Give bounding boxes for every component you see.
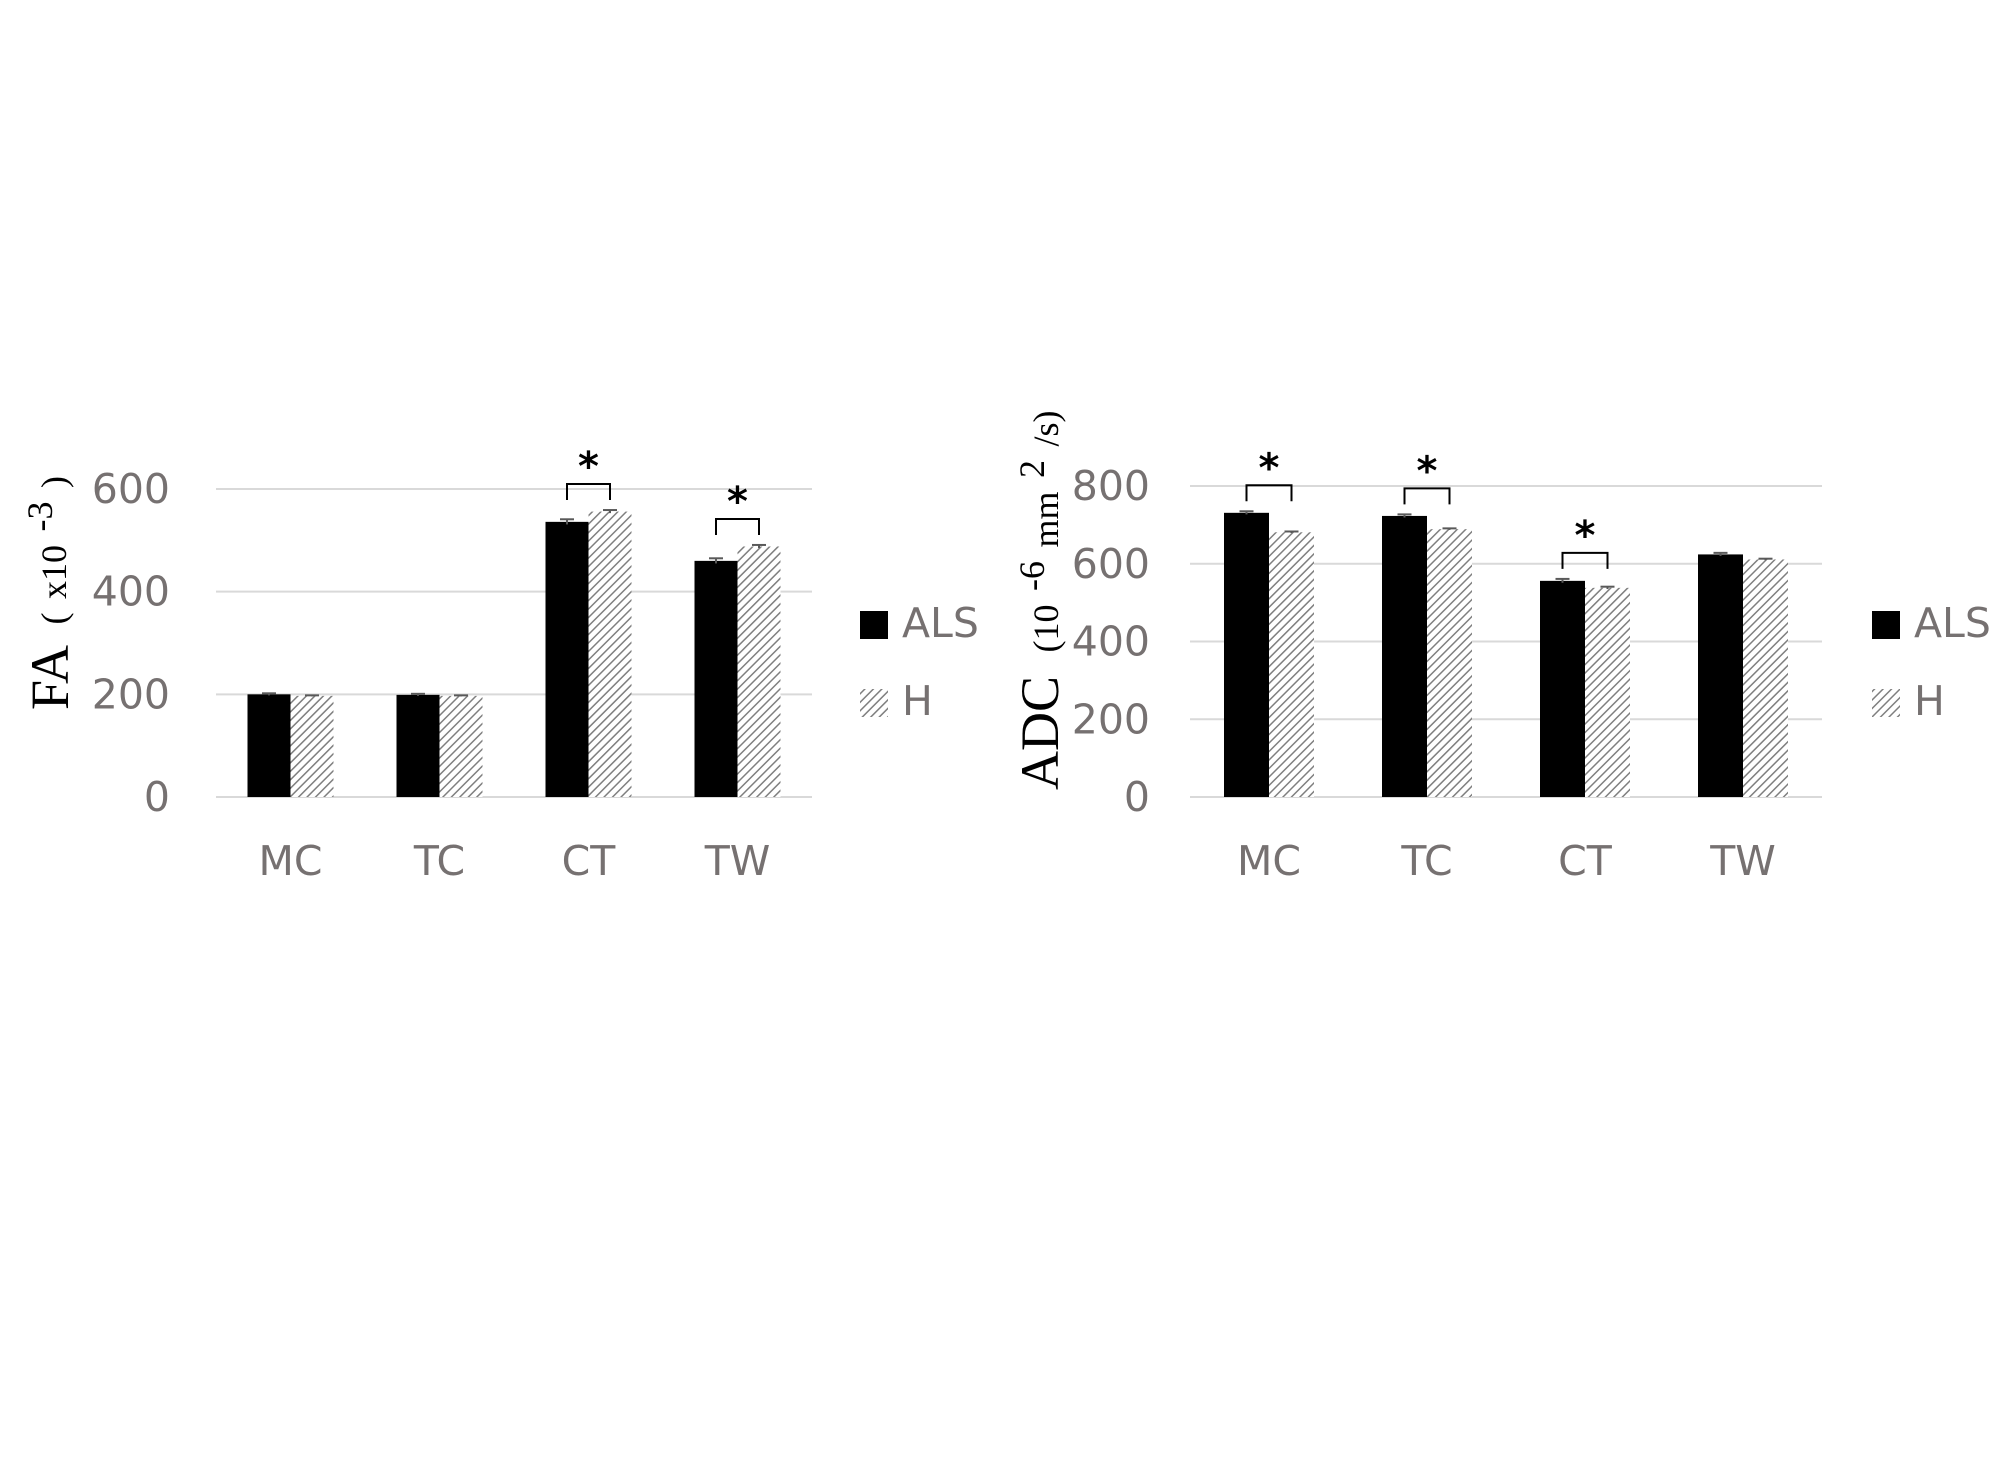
fa-significance-bracket [566, 483, 611, 501]
fa-significance-star: * [578, 444, 599, 490]
fa-legend-swatch-als [860, 611, 888, 639]
adc-significance-bracket [1403, 487, 1451, 505]
adc-bar-als [1382, 515, 1427, 797]
adc-y-axis-unit-end: /s) [1026, 410, 1066, 446]
adc-significance-bracket [1245, 484, 1293, 502]
adc-y-tick-label: 0 [1124, 773, 1150, 821]
fa-y-tick-label: 400 [92, 568, 170, 616]
fa-legend-swatch-h [860, 689, 888, 717]
adc-y-tick-label: 600 [1072, 540, 1150, 588]
adc-bar-h [1743, 559, 1788, 797]
adc-legend-label-h: H [1914, 677, 1945, 725]
adc-bar-h [1269, 532, 1314, 797]
fa-bar-als [545, 521, 589, 797]
adc-y-tick-label: 200 [1072, 695, 1150, 743]
fa-x-tick-label: MC [258, 837, 322, 885]
adc-bar-als [1540, 580, 1585, 797]
fa-bars [247, 509, 781, 797]
fa-y-tick-label: 200 [92, 670, 170, 718]
fa-significance-bracket [715, 517, 760, 535]
adc-bar-als [1224, 512, 1269, 797]
adc-chart: 0 200 400 600 800 MC TC CT TW * * * ALS H ADC (10 … [996, 410, 1991, 885]
fa-bar-als [396, 694, 440, 797]
fa-y-axis-title-main: FA [20, 645, 80, 710]
fa-bar-h [439, 695, 483, 797]
adc-x-tick-label: TC [1400, 837, 1452, 885]
fa-y-tick-label: 600 [92, 465, 170, 513]
adc-legend-swatch-h [1872, 689, 1900, 717]
adc-y-axis-unit-exp: -6 [1012, 561, 1052, 591]
adc-bar-als [1698, 554, 1743, 797]
fa-legend: ALS H [860, 599, 979, 725]
fa-bar-h [737, 546, 781, 797]
adc-y-axis: 0 200 400 600 800 [1072, 462, 1150, 821]
fa-bar-h [588, 511, 632, 797]
fa-significance-star: * [727, 479, 748, 525]
adc-bars [1224, 510, 1788, 797]
fa-y-axis: 0 200 400 600 [92, 465, 170, 821]
fa-bar-h [290, 695, 334, 797]
fa-x-tick-label: TC [413, 837, 465, 885]
fa-x-axis: MC TC CT TW [258, 837, 770, 885]
adc-x-tick-label: MC [1237, 837, 1301, 885]
adc-significance-star: * [1575, 513, 1596, 559]
fa-x-tick-label: CT [562, 837, 617, 885]
fa-y-tick-label: 0 [144, 773, 170, 821]
adc-y-tick-label: 800 [1072, 462, 1150, 510]
adc-significance-star: * [1259, 445, 1280, 491]
adc-x-axis: MC TC CT TW [1237, 837, 1776, 885]
fa-y-axis-title: FA ( x10 -3 ) [4, 476, 80, 710]
fa-legend-label-als: ALS [902, 599, 979, 647]
fa-x-tick-label: TW [704, 837, 771, 885]
fa-y-axis-unit: x10 [34, 545, 74, 599]
adc-y-axis-title-main: ADC [1010, 676, 1070, 790]
adc-x-tick-label: TW [1709, 837, 1776, 885]
fa-y-axis-unit-exp: -3 [20, 501, 60, 531]
fa-bar-als [694, 560, 738, 797]
adc-bar-h [1585, 587, 1630, 797]
adc-y-axis-unit-exp2: 2 [1012, 460, 1052, 478]
adc-legend-label-als: ALS [1914, 599, 1991, 647]
adc-y-axis-unit-mm: mm [1026, 491, 1066, 547]
fa-significance-markers: ** [566, 444, 760, 535]
fa-bar-als [247, 694, 291, 797]
adc-y-tick-label: 400 [1072, 618, 1150, 666]
adc-significance-bracket [1561, 551, 1609, 569]
adc-x-tick-label: CT [1558, 837, 1613, 885]
adc-y-axis-title: ADC (10 -6 mm 2 /s) [996, 410, 1070, 790]
adc-significance-markers: * * * [1245, 445, 1609, 569]
adc-significance-star: * [1417, 448, 1438, 494]
adc-legend: ALS H [1872, 599, 1991, 725]
adc-bar-h [1427, 529, 1472, 797]
adc-legend-swatch-als [1872, 611, 1900, 639]
adc-y-axis-unit: (10 [1026, 604, 1066, 652]
fa-legend-label-h: H [902, 677, 933, 725]
